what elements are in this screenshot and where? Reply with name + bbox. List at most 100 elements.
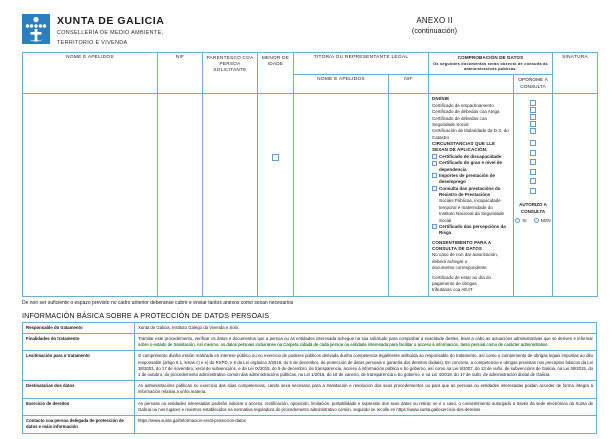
- lopd-row-label: Contacto coa persoa delegada de protecci…: [22, 415, 135, 434]
- opcion-checkbox[interactable]: [530, 127, 536, 134]
- opcion-slot-mid[interactable]: [517, 176, 549, 186]
- autorizo-label-2: CONSULTA: [520, 209, 546, 215]
- doc-item-check[interactable]: Certificado do grao e nivel de dependenc…: [432, 160, 510, 173]
- xunta-coat-of-arms-icon: [22, 14, 50, 44]
- opcion-checkbox[interactable]: [530, 113, 536, 120]
- doc-item-check[interactable]: Certificado de discapacidade: [432, 154, 510, 160]
- menor-idade-checkbox[interactable]: [272, 154, 279, 162]
- lopd-section-title: INFORMACIÓN BÁSICA SOBRE A PROTECCIÓN DE…: [22, 310, 270, 320]
- opcion-slot-top[interactable]: [517, 120, 549, 127]
- organization-text: XUNTA DE GALICIA CONSELLERÍA DE MEDIO AM…: [57, 14, 164, 48]
- lopd-row: Lexitimación para o tratamento O cumprime…: [22, 350, 597, 382]
- cell-parentesco[interactable]: [202, 93, 258, 297]
- lopd-table: Responsable do tratamento Xunta de Galici…: [22, 321, 597, 434]
- doc-item-check[interactable]: Importes de prestación de desemprego: [432, 173, 510, 186]
- doc-item-label: Consulta das prestacións do Rexistro de …: [439, 185, 501, 198]
- opcion-checkbox[interactable]: [530, 106, 536, 113]
- lopd-row: Exercicio de dereitos As persoas ou entid…: [22, 397, 597, 417]
- col-titor-nome: NOME E APELIDOS: [293, 74, 389, 95]
- opcion-checkbox[interactable]: [530, 140, 536, 147]
- doc-item-label: Certificado das percepcións da Risga: [439, 223, 506, 236]
- beneficiaries-table: NOME E APELIDOS NIF PARENTESCO COA PERSO…: [22, 51, 599, 297]
- lopd-row-label: Responsable do tratamento: [22, 321, 135, 334]
- lopd-row-value: https://www.xunta.gal/informacion-xeral-…: [134, 415, 597, 434]
- doc-item-plain: Certificado de débedas coa Seguridade So…: [432, 115, 487, 127]
- cell-nif[interactable]: [157, 93, 203, 297]
- opcion-checkbox[interactable]: [530, 120, 536, 127]
- org-name: XUNTA DE GALICIA: [57, 15, 165, 27]
- lopd-row: Destinatarias dos datos As administración…: [22, 380, 597, 399]
- lopd-row-value: As persoas ou entidades interesadas pode…: [134, 397, 597, 417]
- doc-item-checkbox[interactable]: [432, 173, 437, 179]
- doc-item-check[interactable]: Consulta das prestacións do Rexistro de …: [432, 186, 510, 199]
- doc-item-checkbox[interactable]: [432, 224, 437, 230]
- opcion-slot-top[interactable]: [517, 99, 549, 106]
- autorizo-radio-group: SI NON: [515, 218, 551, 224]
- doc-item-checkbox[interactable]: [432, 154, 437, 160]
- cell-titor-nif[interactable]: [388, 93, 429, 297]
- main-table-wrap: NOME E APELIDOS NIF PARENTESCO COA PERSO…: [0, 51, 615, 297]
- consent-line-4: tributarias coa AEAT: [432, 287, 473, 293]
- col-nome-apelidos: NOME E APELIDOS: [22, 51, 158, 95]
- col-sinatura: SINATURA: [552, 51, 599, 95]
- lopd-row-label: Finalidades do tratamento: [22, 332, 135, 352]
- anexo-title-block: ANEXO II (continuación): [322, 14, 597, 35]
- table-body-row: DNI/NIE Certificado de empadroamento Certi…: [22, 93, 599, 297]
- comprobacion-subtitle: Os seguintes documentos serán obxecto de…: [433, 61, 548, 71]
- opcion-slot-top[interactable]: [517, 113, 549, 120]
- lopd-row: Responsable do tratamento Xunta de Galici…: [22, 321, 597, 334]
- opcion-slot-consent[interactable]: [517, 187, 549, 196]
- opcion-checkbox[interactable]: [530, 178, 536, 185]
- opcion-slot-mid[interactable]: [517, 167, 549, 177]
- cell-nome-apelidos[interactable]: [22, 93, 158, 297]
- opcion-checkbox[interactable]: [530, 99, 536, 106]
- radio-non-label: NON: [540, 218, 551, 224]
- doc-item-checkbox[interactable]: [432, 160, 437, 166]
- lopd-row-value: Tramitar este procedemento, verificar os…: [134, 332, 597, 352]
- lopd-row: Contacto coa persoa delegada de protecci…: [22, 415, 597, 434]
- col-titor-nif: NIF: [388, 74, 429, 95]
- anexo-continuation: (continuación): [411, 26, 458, 35]
- cell-document-list: DNI/NIE Certificado de empadroamento Certi…: [428, 93, 514, 297]
- opcion-slot-mid[interactable]: [517, 138, 549, 148]
- opcion-checkbox[interactable]: [530, 188, 536, 195]
- doc-item-label: Certificado do grao e nivel de dependenc…: [439, 160, 503, 172]
- doc-item-plain: Certificación de titularidade da D.X. do…: [432, 128, 509, 140]
- doc-item-extra-line: Instituto Nacional da Seguridade Social: [439, 211, 505, 223]
- consent-line-1: No caso de non dar autorización, deberá …: [432, 252, 499, 264]
- cell-sinatura[interactable]: [552, 93, 599, 297]
- autorizo-label-1: AUTORIZO A: [519, 201, 547, 207]
- cell-menor-idade[interactable]: [257, 93, 294, 297]
- document-header: XUNTA DE GALICIA CONSELLERÍA DE MEDIO AM…: [0, 0, 615, 52]
- opcion-slot-mid[interactable]: [517, 148, 549, 158]
- cell-titor-nome[interactable]: [293, 93, 389, 297]
- opcion-slot-top[interactable]: [517, 106, 549, 113]
- doc-item-check[interactable]: Certificado das percepcións da Risga: [432, 224, 510, 237]
- col-titor-legal: TITOR/A OU REPRESENTANTE LEGAL: [293, 51, 429, 76]
- radio-si[interactable]: SI: [515, 218, 527, 224]
- opcion-slot-mid[interactable]: [517, 157, 549, 167]
- comprobacion-title: COMPROBACIÓN DE DATOS: [457, 54, 524, 60]
- lopd-row-label: Exercicio de dereitos: [22, 397, 135, 417]
- doc-item-checkbox[interactable]: [432, 186, 437, 192]
- lopd-row-label: Destinatarias dos datos: [22, 380, 135, 399]
- col-doclist-header: [428, 74, 514, 95]
- opcion-checkbox[interactable]: [530, 159, 536, 166]
- col-oponome-consulta: OPÓÑOME Á CONSULTA: [512, 74, 554, 95]
- opcion-checkbox[interactable]: [530, 168, 536, 175]
- col-nif: NIF: [157, 51, 203, 95]
- col-parentesco: PARENTESCO COA PERSOA SOLICITANTE: [202, 51, 258, 95]
- consent-line-2: documento correspondente: [432, 265, 487, 271]
- doc-item-plain: Certificado de débedas coa Atriga: [432, 109, 500, 115]
- opcion-slot-top[interactable]: [517, 127, 549, 134]
- radio-non-dot[interactable]: [533, 218, 539, 224]
- insufficient-space-note: De non ser suficiente o espazo previsto …: [22, 299, 294, 306]
- lopd-row-value: O cumprimento dunha misión realizada en …: [134, 350, 597, 382]
- cell-opcion-checkboxes: AUTORIZO A CONSULTA SI NON: [512, 93, 554, 297]
- radio-non[interactable]: NON: [533, 218, 551, 224]
- col-menor-idade: MENOR DE IDADE: [257, 51, 294, 95]
- opcion-checkbox[interactable]: [530, 149, 536, 156]
- doc-item-extra-line: Sociais Públicas, incapacidade temporal …: [439, 198, 501, 210]
- radio-si-dot[interactable]: [515, 218, 521, 224]
- anexo-number: ANEXO II: [416, 16, 453, 25]
